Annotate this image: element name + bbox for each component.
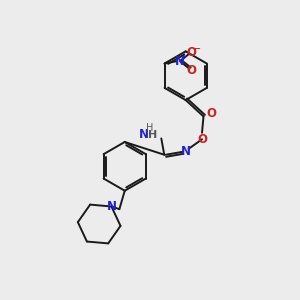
Text: N: N (139, 128, 149, 141)
Text: +: + (181, 52, 187, 61)
Text: N: N (106, 200, 116, 213)
Text: N: N (175, 55, 185, 68)
Text: O: O (186, 46, 196, 59)
Text: O: O (186, 64, 196, 77)
Text: H: H (148, 130, 158, 140)
Text: N: N (181, 145, 191, 158)
Text: O: O (206, 107, 216, 120)
Text: O: O (197, 133, 207, 146)
Text: −: − (192, 44, 201, 54)
Text: H: H (146, 123, 153, 133)
